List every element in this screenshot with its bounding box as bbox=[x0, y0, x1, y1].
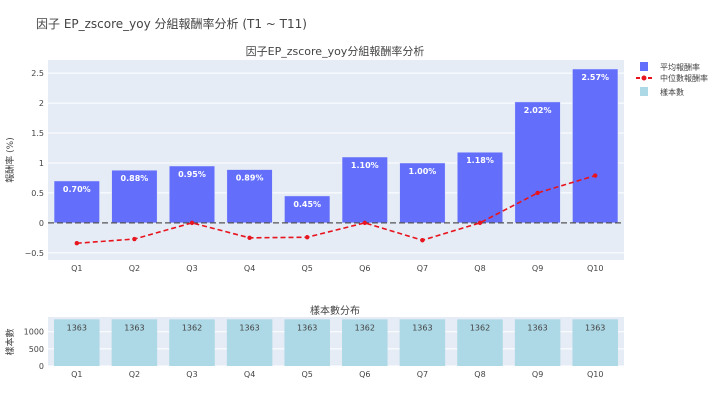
bar-q7 bbox=[399, 319, 446, 366]
y-tick-label: 0 bbox=[39, 219, 44, 228]
bar-data-label: 1362 bbox=[182, 323, 202, 332]
legend-label-median[interactable]: 中位數報酬率 bbox=[660, 73, 708, 83]
bar-q10 bbox=[572, 68, 619, 224]
y-tick-label: 1 bbox=[39, 159, 44, 168]
bar-q5 bbox=[284, 195, 331, 224]
median-line bbox=[76, 174, 596, 245]
median-point-q5 bbox=[305, 235, 310, 240]
x-tick-label: Q6 bbox=[359, 370, 370, 379]
median-point-q4 bbox=[247, 235, 252, 241]
bar-data-label: 0.70% bbox=[63, 185, 91, 194]
bar-data-label: 1363 bbox=[527, 323, 547, 332]
sample-y-axis-label: 樣本數 bbox=[4, 328, 16, 355]
bar-data-label: 0.88% bbox=[121, 174, 149, 183]
bar-q1 bbox=[53, 180, 100, 224]
bar-data-label: 1.00% bbox=[409, 167, 437, 176]
legend-swatch-count bbox=[640, 87, 648, 96]
x-tick-label: Q5 bbox=[302, 264, 313, 273]
median-point-q9 bbox=[535, 190, 540, 196]
bar-q8 bbox=[456, 151, 504, 224]
bar-q3 bbox=[169, 319, 215, 366]
bar-q8 bbox=[457, 319, 503, 366]
median-point-q6 bbox=[362, 220, 367, 226]
bar-data-label: 1362 bbox=[470, 323, 490, 332]
sample-chart-title: 樣本數分布 bbox=[310, 304, 360, 317]
bar-q4 bbox=[226, 319, 273, 366]
bar-q10 bbox=[572, 319, 618, 366]
y-tick-label: 0.5 bbox=[31, 189, 44, 198]
x-tick-label: Q8 bbox=[474, 370, 485, 379]
bar-data-label: 0.95% bbox=[178, 170, 206, 179]
bar-q7 bbox=[399, 162, 446, 224]
y-tick-label: 0 bbox=[39, 362, 44, 371]
bar-q9 bbox=[514, 101, 561, 224]
x-tick-label: Q7 bbox=[417, 370, 428, 379]
median-point-q10 bbox=[593, 173, 598, 178]
x-tick-label: Q3 bbox=[186, 370, 197, 379]
x-tick-label: Q6 bbox=[359, 264, 370, 273]
bar-data-label: 0.45% bbox=[293, 200, 321, 209]
bar-data-label: 1363 bbox=[412, 323, 432, 332]
y-tick-label: 500 bbox=[29, 345, 44, 354]
x-tick-label: Q1 bbox=[71, 264, 82, 273]
x-tick-label: Q10 bbox=[587, 370, 603, 379]
y-tick-label: 2.5 bbox=[31, 69, 44, 78]
x-tick-label: Q2 bbox=[129, 370, 140, 379]
bar-q6 bbox=[342, 319, 388, 366]
page-title: 因子 EP_zscore_yoy 分組報酬率分析 (T1 ~ T11) bbox=[36, 16, 307, 31]
bar-data-label: 1363 bbox=[124, 323, 144, 332]
bar-data-label: 1.18% bbox=[466, 156, 494, 165]
y-tick-label: 1000 bbox=[24, 328, 44, 337]
bar-data-label: 1.10% bbox=[351, 161, 379, 170]
x-tick-label: Q4 bbox=[244, 370, 255, 379]
x-tick-label: Q1 bbox=[71, 370, 82, 379]
x-tick-label: Q9 bbox=[532, 264, 543, 273]
legend-label-count[interactable]: 樣本數 bbox=[660, 87, 684, 97]
bar-data-label: 1363 bbox=[585, 323, 605, 332]
y-tick-label: 1.5 bbox=[31, 129, 44, 138]
x-tick-label: Q10 bbox=[587, 264, 603, 273]
x-tick-label: Q4 bbox=[244, 264, 255, 273]
bar-data-label: 1363 bbox=[297, 323, 317, 332]
bar-data-label: 2.02% bbox=[524, 106, 552, 115]
x-tick-label: Q8 bbox=[474, 264, 485, 273]
legend-marker-median bbox=[641, 75, 647, 81]
legend-swatch-mean bbox=[640, 62, 648, 71]
x-tick-label: Q9 bbox=[532, 370, 543, 379]
x-tick-label: Q5 bbox=[302, 370, 313, 379]
bar-q5 bbox=[284, 319, 330, 366]
bar-q2 bbox=[111, 319, 158, 366]
median-point-q1 bbox=[74, 241, 80, 246]
bar-q6 bbox=[341, 156, 388, 224]
main-y-axis-label: 報酬率 (%) bbox=[4, 137, 16, 182]
x-tick-label: Q3 bbox=[186, 264, 197, 273]
x-tick-label: Q2 bbox=[129, 264, 140, 273]
median-point-q3 bbox=[189, 220, 195, 226]
median-point-q2 bbox=[132, 236, 137, 242]
median-point-q8 bbox=[477, 220, 483, 226]
main-chart-title: 因子EP_zscore_yoy分組報酬率分析 bbox=[246, 44, 425, 58]
bar-data-label: 1363 bbox=[239, 323, 259, 332]
y-tick-label: 2 bbox=[39, 99, 44, 108]
bar-q9 bbox=[514, 319, 561, 366]
bar-data-label: 0.89% bbox=[236, 174, 264, 183]
bar-data-label: 1363 bbox=[67, 323, 87, 332]
median-point-q7 bbox=[420, 238, 425, 243]
bar-data-label: 2.57% bbox=[581, 73, 609, 82]
x-tick-label: Q7 bbox=[417, 264, 428, 273]
legend-label-mean[interactable]: 平均報酬率 bbox=[660, 62, 700, 72]
y-tick-label: −0.5 bbox=[25, 249, 44, 258]
bar-data-label: 1362 bbox=[355, 323, 375, 332]
legend[interactable]: 平均報酬率 中位數報酬率 樣本數 bbox=[636, 62, 708, 97]
bar-q1 bbox=[54, 319, 100, 366]
